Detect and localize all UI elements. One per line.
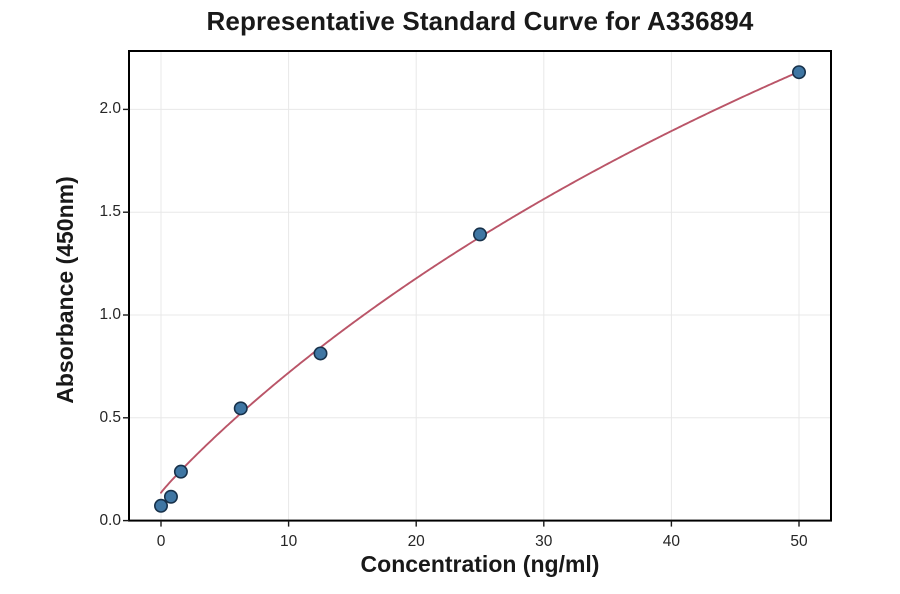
svg-text:Absorbance (450nm): Absorbance (450nm): [52, 176, 78, 404]
